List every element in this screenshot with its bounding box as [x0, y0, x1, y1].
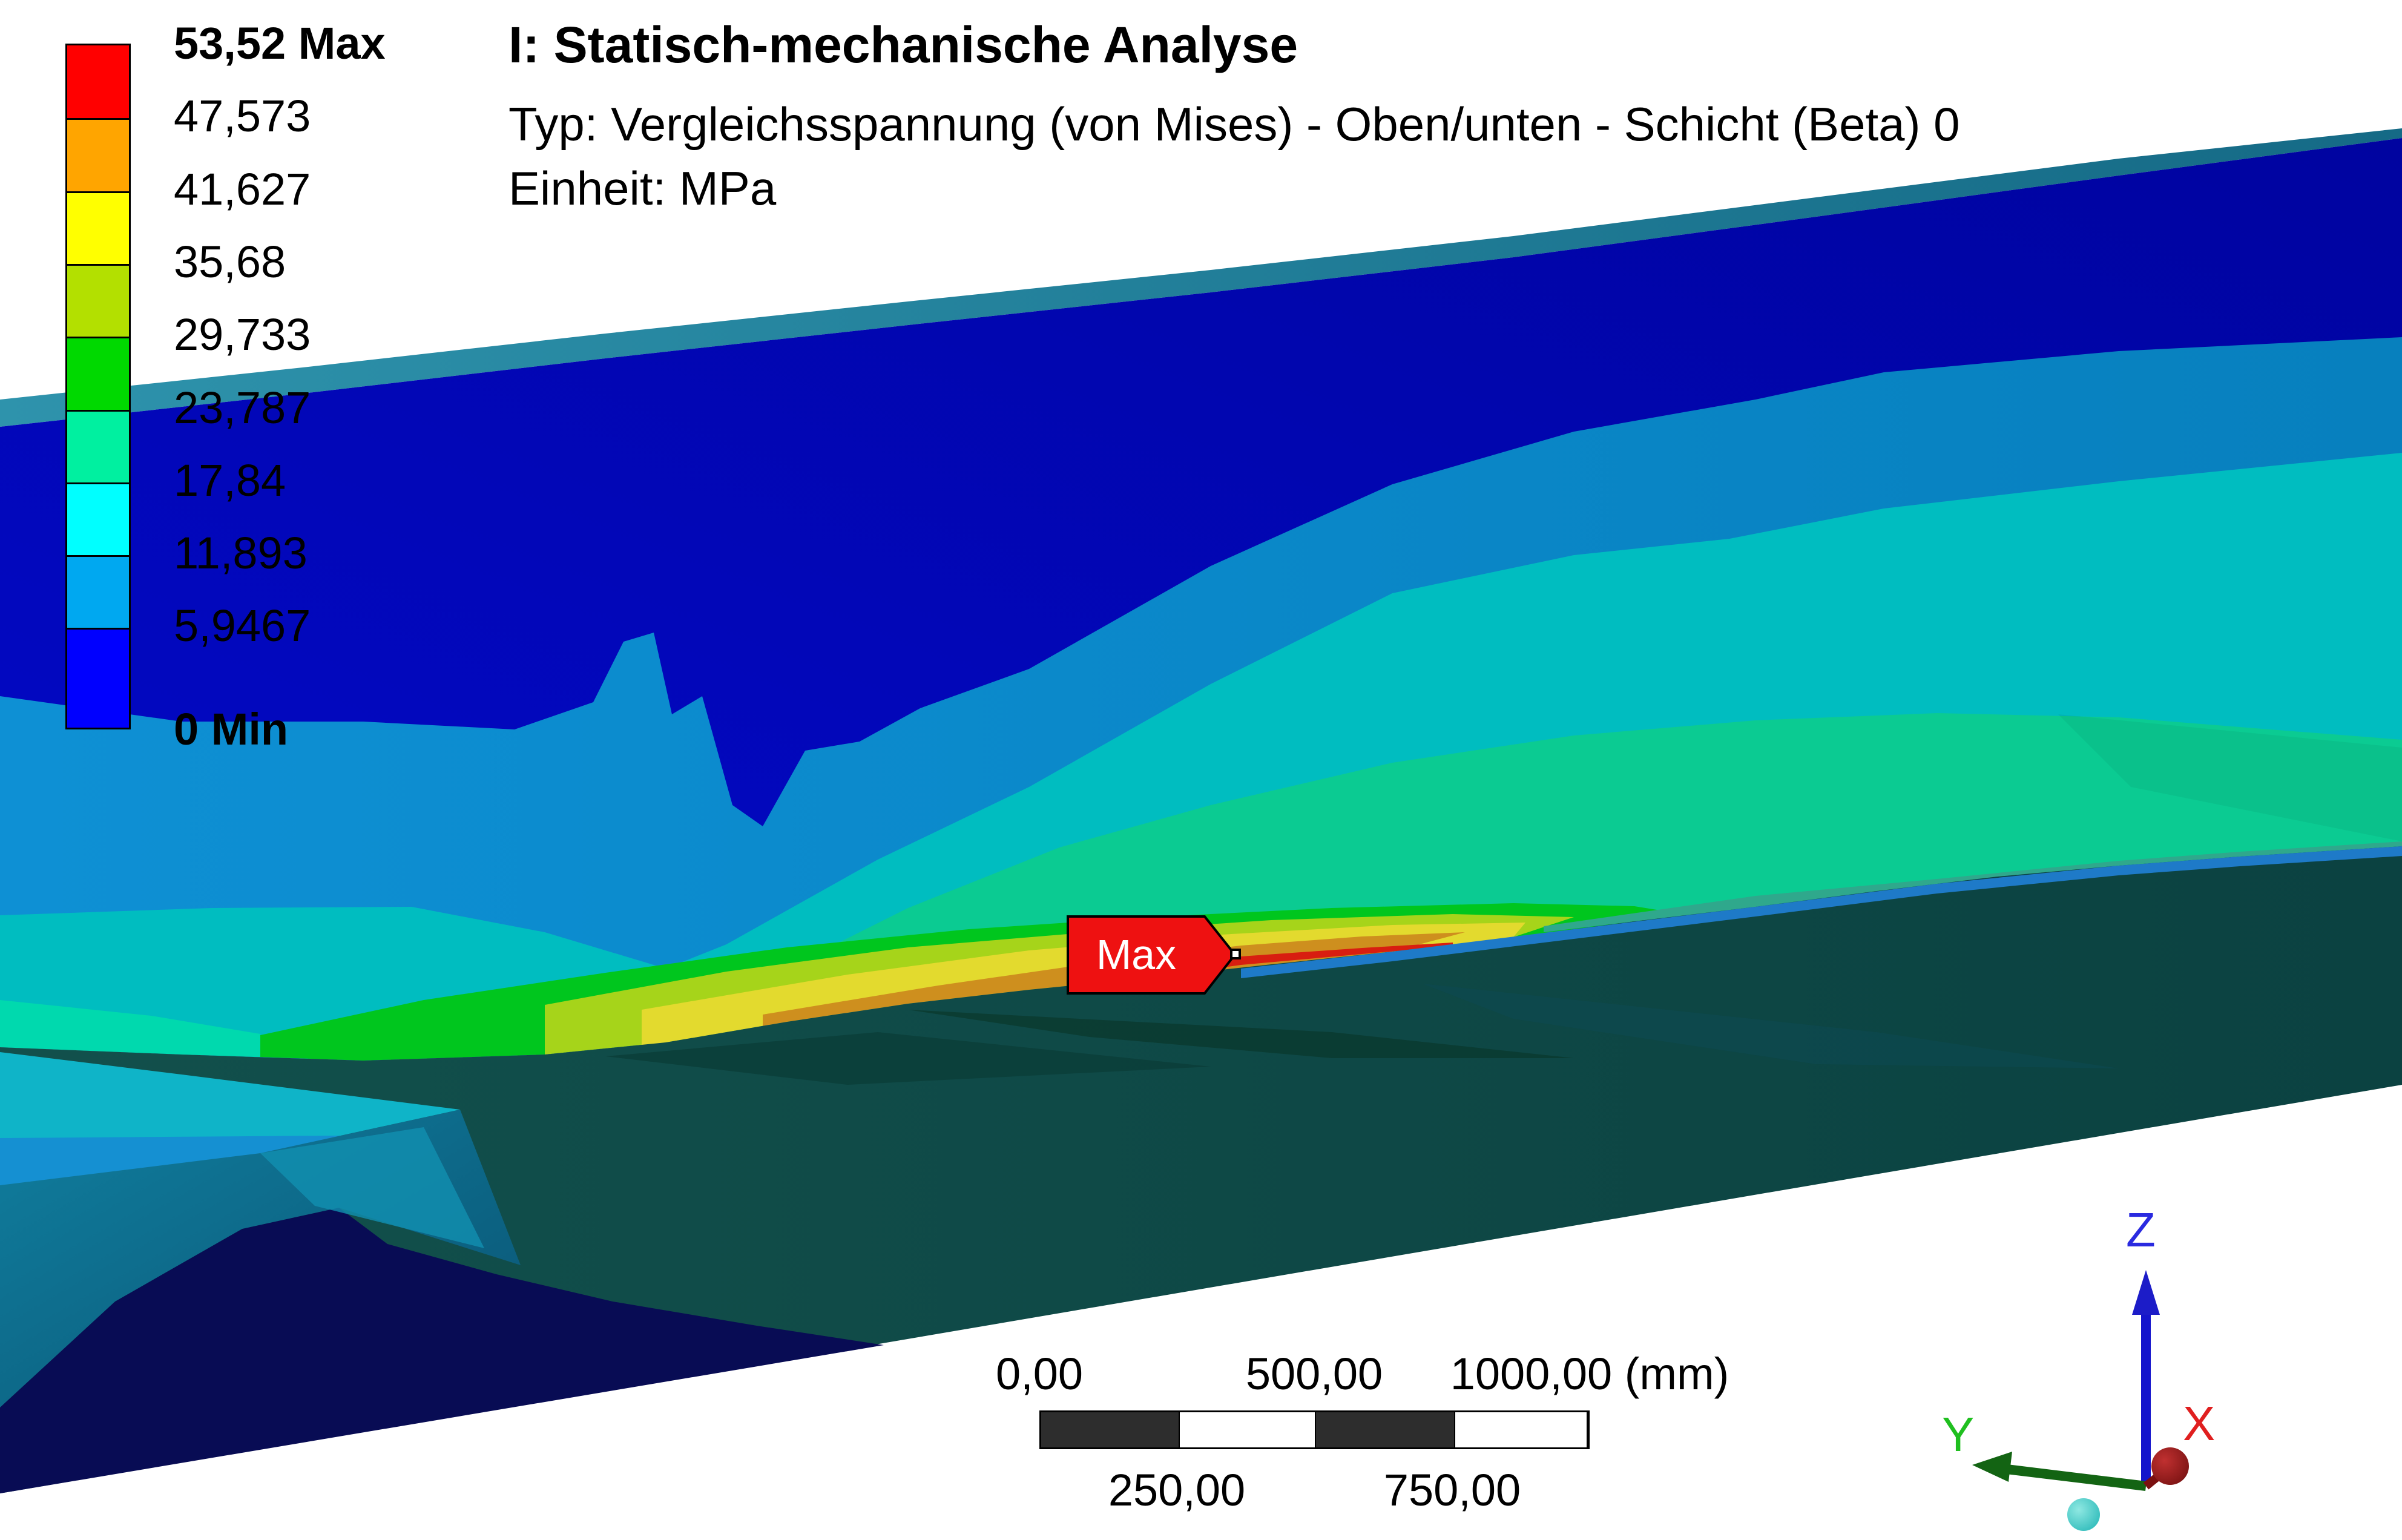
- ruler-label-500: 500,00: [1245, 1349, 1383, 1399]
- legend-label: 17,84: [174, 455, 286, 505]
- triad-x-label[interactable]: X: [2183, 1397, 2216, 1450]
- scale-ruler: [1039, 1410, 1590, 1449]
- triad-iso-sphere-icon[interactable]: [2067, 1498, 2100, 1531]
- contour-band-cyan: [0, 453, 2402, 1061]
- result-title: I: Statisch-mechanische Analyse: [508, 16, 1298, 73]
- ruler-segment: [1316, 1412, 1454, 1447]
- side-face-navy-wedge: [0, 1208, 884, 1493]
- springgreen-facet-shade: [2058, 714, 2402, 841]
- legend-band-green: [67, 337, 129, 410]
- stress-legend-colorbar: [65, 44, 131, 729]
- max-callout-label: Max: [1096, 931, 1177, 978]
- legend-label: 41,627: [174, 164, 311, 214]
- legend-label-min: 0 Min: [174, 704, 289, 754]
- side-face-shadow-3: [605, 1032, 1211, 1085]
- fold-strip-blue: [1241, 846, 2402, 978]
- fold-strip-teal: [1544, 841, 2402, 932]
- legend-label: 5,9467: [174, 601, 311, 651]
- legend-band-cyan: [67, 482, 129, 555]
- triad-y-label[interactable]: Y: [1942, 1407, 1975, 1461]
- legend-band-springgreen: [67, 410, 129, 482]
- legend-band-red: [67, 45, 129, 118]
- legend-label: 35,68: [174, 237, 286, 287]
- legend-band-skyblue: [67, 555, 129, 628]
- legend-label: 29,733: [174, 309, 311, 360]
- max-callout-shape[interactable]: [1067, 915, 1237, 995]
- legend-label: 47,573: [174, 91, 311, 141]
- ruler-label-1000: 1000,00 (mm): [1450, 1349, 1729, 1399]
- legend-band-blue: [67, 628, 129, 728]
- ruler-label-750: 750,00: [1383, 1465, 1521, 1515]
- legend-label: 11,893: [174, 528, 308, 578]
- legend-label-max: 53,52 Max: [174, 18, 386, 68]
- legend-label: 23,787: [174, 383, 311, 433]
- triad-y-axis[interactable]: [2006, 1464, 2147, 1491]
- legend-band-orange: [67, 118, 129, 191]
- ruler-segment: [1179, 1412, 1316, 1447]
- side-face-shadow-1: [908, 1010, 1574, 1058]
- legend-band-yellowgreen: [67, 264, 129, 337]
- side-face-shadow-2: [1423, 984, 2119, 1068]
- result-type-line: Typ: Vergleichsspannung (von Mises) - Ob…: [508, 97, 1960, 151]
- contour-strip-left-teal-green: [0, 1000, 260, 1057]
- result-unit-line: Einheit: MPa: [508, 162, 777, 215]
- triad-z-label[interactable]: Z: [2126, 1203, 2156, 1257]
- triad-z-arrowhead-icon[interactable]: [2132, 1270, 2160, 1315]
- ruler-segment: [1041, 1412, 1179, 1447]
- ruler-label-0: 0,00: [995, 1349, 1084, 1399]
- triad-x-sphere-icon[interactable]: [2151, 1447, 2189, 1485]
- ruler-label-250: 250,00: [1108, 1465, 1246, 1515]
- triad-y-arrowhead-icon[interactable]: [1972, 1452, 2012, 1482]
- beam-top-edge-strip: [0, 128, 2402, 427]
- max-point-marker: [1230, 949, 1241, 959]
- legend-band-yellow: [67, 191, 129, 264]
- ruler-segment: [1454, 1412, 1588, 1447]
- side-face-steel-facet-light: [260, 1127, 484, 1248]
